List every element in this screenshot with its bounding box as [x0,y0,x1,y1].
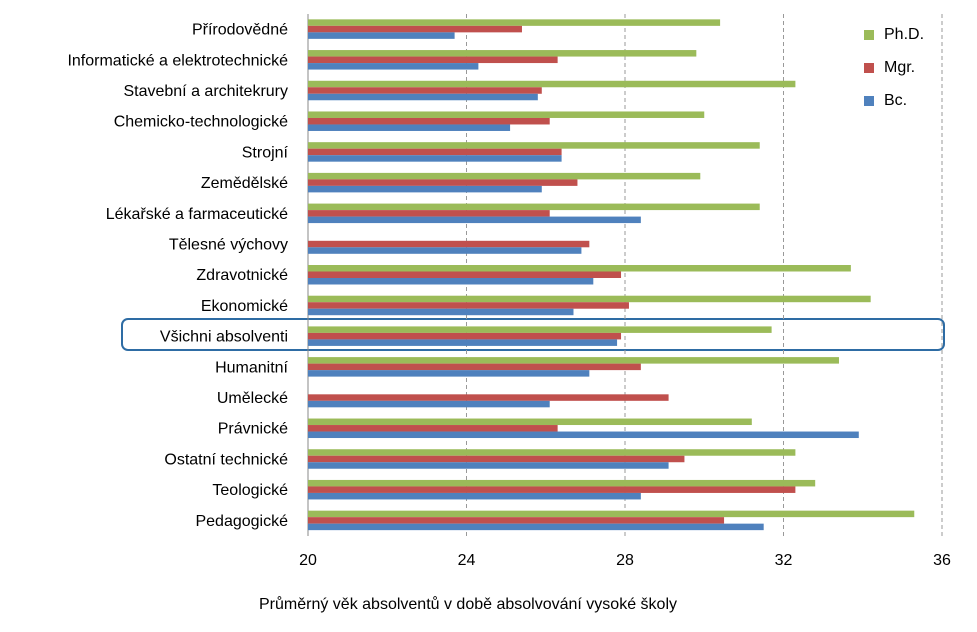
bar [308,370,590,377]
bar [308,93,538,101]
y-tick-label: Informatické a elektrotechnické [67,52,288,69]
x-tick-label: 28 [616,552,634,569]
legend-label: Bc. [884,92,907,109]
bar [308,479,816,487]
bar [308,50,697,57]
y-tick-label: Chemicko-technologické [114,114,288,131]
bar [308,148,562,156]
bar [308,339,618,346]
bar [308,63,479,70]
bar [308,247,582,254]
legend-label: Mgr. [884,59,915,76]
y-tick-label: Přírodovědné [192,22,288,39]
highlight-box [121,318,945,351]
y-tick-label: Teologické [212,482,288,499]
bar [308,155,562,162]
bar [308,295,871,303]
y-tick-label: Všichni absolventi [160,329,288,346]
y-tick-label: Zdravotnické [196,267,288,284]
bar [308,185,542,193]
bar [308,87,542,94]
y-tick-label: Lékařské a farmaceutické [106,206,288,223]
legend-swatch [864,96,874,106]
bar [308,32,455,39]
x-tick-label: 24 [458,552,476,569]
bar [308,56,558,64]
bar [308,363,641,371]
x-tick-label: 36 [933,552,951,569]
bar [308,455,685,463]
bar [308,25,522,33]
x-axis-label: Průměrný věk absolventů v době absolvová… [259,595,677,613]
bar [308,326,772,333]
bar [308,265,851,272]
bar [308,308,574,316]
bar [308,111,705,118]
bar [308,400,550,408]
bar [308,510,915,518]
bar [308,418,752,426]
y-tick-label: Humanitní [215,359,288,376]
legend-swatch [864,63,874,73]
bar [308,124,511,131]
bar [308,302,629,309]
bar [308,492,641,500]
bar [308,80,796,88]
bar [308,216,641,224]
bar [308,332,622,340]
y-tick-label: Tělesné výchovy [169,237,288,254]
bar [308,278,594,285]
y-tick-label: Stavební a architekrury [123,83,288,100]
bar [308,449,796,456]
bar [308,394,669,401]
y-tick-label: Právnické [218,421,288,438]
bar [308,462,669,469]
bar [308,210,550,217]
bar [308,271,622,278]
y-tick-label: Ostatní technické [164,451,288,468]
bar [308,425,558,432]
bar [308,240,590,248]
bar [308,486,796,493]
bar [308,179,578,186]
y-tick-label: Pedagogické [195,513,288,530]
bar [308,203,760,211]
bar [308,19,721,26]
x-tick-label: 32 [775,552,793,569]
legend-swatch [864,30,874,40]
bar [308,117,550,125]
bar [308,142,760,149]
x-tick-label: 20 [299,552,317,569]
bar [308,357,839,364]
bar [308,517,725,524]
y-tick-label: Zemědělské [201,175,288,192]
y-tick-label: Ekonomické [201,298,288,315]
bar [308,523,764,531]
y-tick-label: Umělecké [217,390,288,407]
legend-label: Ph.D. [884,26,924,43]
bar [308,172,701,180]
bar [308,431,859,439]
y-tick-label: Strojní [242,144,289,161]
